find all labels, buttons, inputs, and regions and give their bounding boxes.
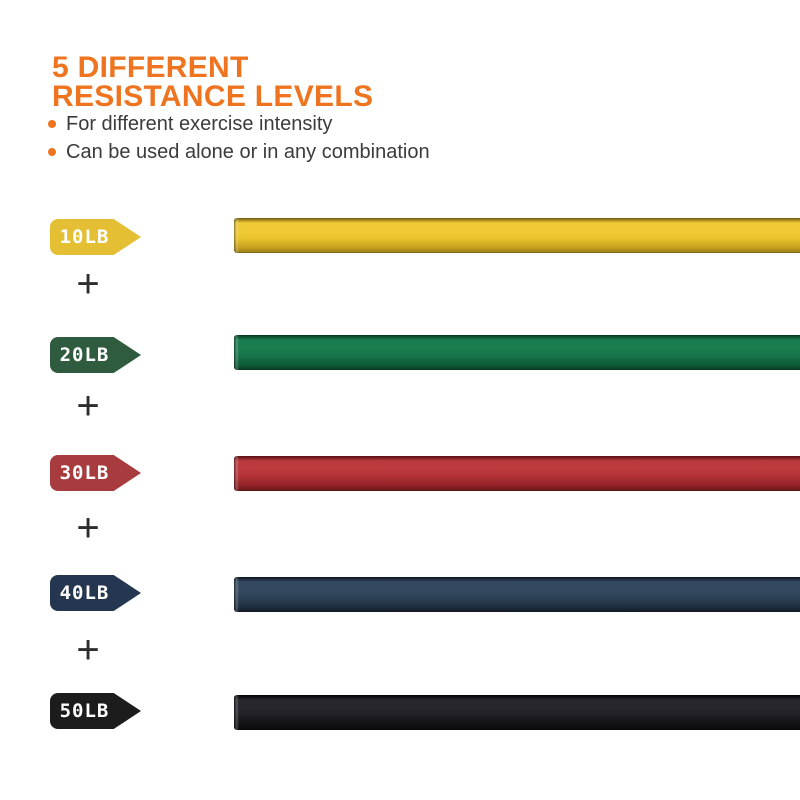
page-title: 5 DIFFERENT RESISTANCE LEVELS bbox=[52, 51, 374, 114]
feature-bullet-text: Can be used alone or in any combination bbox=[66, 141, 430, 163]
resistance-tag-20lb: 20LB bbox=[50, 337, 141, 373]
plus-separator-icon: + bbox=[76, 262, 100, 306]
resistance-tag-10lb: 10LB bbox=[50, 219, 141, 255]
bullet-dot-icon bbox=[48, 148, 56, 156]
resistance-band-30lb bbox=[234, 456, 800, 491]
title-line-1: 5 DIFFERENT bbox=[52, 51, 249, 85]
plus-separator-icon: + bbox=[76, 384, 100, 428]
resistance-band-50lb bbox=[234, 695, 800, 730]
resistance-tag-30lb: 30LB bbox=[50, 455, 141, 491]
resistance-tag-50lb: 50LB bbox=[50, 693, 141, 729]
resistance-tag-label: 30LB bbox=[59, 462, 110, 484]
plus-separator-icon: + bbox=[76, 628, 100, 672]
plus-separator-icon: + bbox=[76, 506, 100, 550]
resistance-band-40lb bbox=[234, 577, 800, 612]
resistance-tag-40lb: 40LB bbox=[50, 575, 141, 611]
resistance-tag-label: 50LB bbox=[59, 700, 110, 722]
bullet-dot-icon bbox=[48, 120, 56, 128]
resistance-band-20lb bbox=[234, 335, 800, 370]
feature-bullet-item: Can be used alone or in any combination bbox=[48, 138, 430, 166]
resistance-tag-label: 40LB bbox=[59, 582, 110, 604]
resistance-tag-label: 10LB bbox=[59, 226, 110, 248]
resistance-band-10lb bbox=[234, 218, 800, 253]
title-line-2: RESISTANCE LEVELS bbox=[52, 80, 374, 114]
feature-bullet-text: For different exercise intensity bbox=[66, 113, 333, 135]
feature-bullet-item: For different exercise intensity bbox=[48, 110, 430, 138]
resistance-tag-label: 20LB bbox=[59, 344, 110, 366]
feature-bullet-list: For different exercise intensity Can be … bbox=[48, 110, 430, 166]
